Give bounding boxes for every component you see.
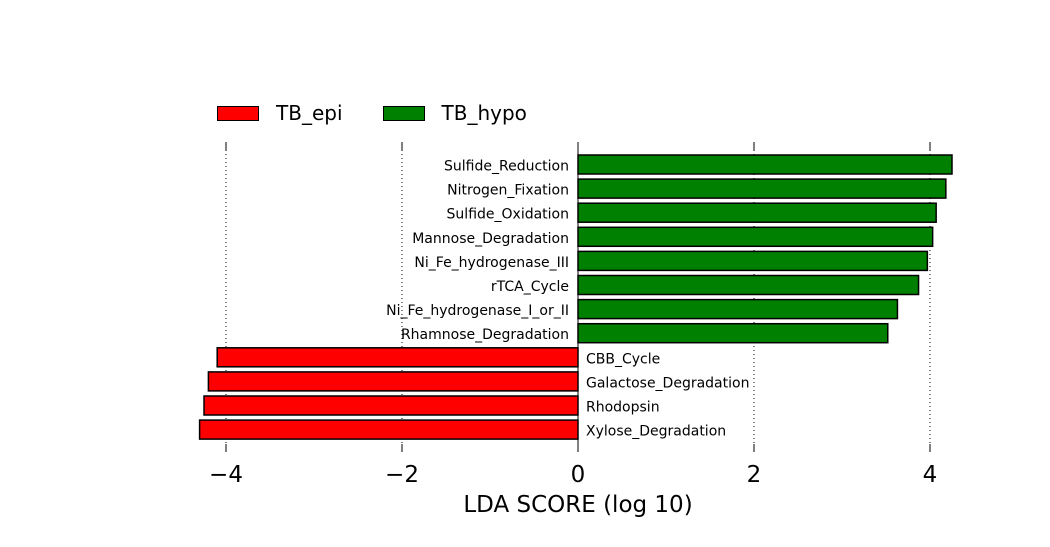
legend-label-tb-hypo: TB_hypo [441, 101, 527, 125]
x-tick-label: 0 [571, 462, 586, 488]
bar [207, 371, 579, 392]
bar [577, 154, 953, 175]
legend: TB_epi TB_hypo [217, 101, 567, 125]
bar-category-label: Nitrogen_Fixation [447, 183, 569, 199]
x-tick-label: 4 [923, 462, 938, 488]
bar-category-label: Mannose_Degradation [412, 231, 569, 247]
legend-item-tb-hypo: TB_hypo [382, 101, 527, 125]
bar-category-label: Rhamnose_Degradation [401, 327, 569, 343]
bar-category-label: CBB_Cycle [586, 351, 660, 367]
bar [577, 226, 934, 248]
bar-category-label: Ni_Fe_hydrogenase_I_or_II [386, 303, 569, 319]
bar-category-label: Rhodopsin [586, 400, 660, 416]
x-tick-label: −4 [209, 462, 243, 488]
bar [577, 250, 929, 272]
bar [577, 178, 947, 199]
bar [198, 419, 579, 440]
bar-category-label: Sulfide_Reduction [444, 159, 569, 175]
bar-category-label: Sulfide_Oxidation [447, 207, 569, 223]
x-tick-label: 2 [747, 462, 762, 488]
bar [203, 395, 579, 416]
bar [577, 298, 899, 320]
bar [577, 322, 889, 344]
bar-category-label: Ni_Fe_hydrogenase_III [414, 255, 569, 271]
legend-label-tb-epi: TB_epi [276, 101, 343, 125]
legend-swatch-tb-epi [217, 105, 259, 121]
bar-category-label: rTCA_Cycle [491, 279, 569, 295]
bar [577, 274, 920, 296]
bar [577, 202, 937, 223]
bar-category-label: Galactose_Degradation [586, 375, 749, 391]
x-tick-label: −2 [385, 462, 419, 488]
legend-item-tb-epi: TB_epi [217, 101, 343, 125]
x-axis-label: LDA SCORE (log 10) [463, 492, 693, 518]
legend-swatch-tb-hypo [382, 105, 425, 121]
bar [216, 347, 579, 368]
bar-category-label: Xylose_Degradation [586, 424, 726, 440]
